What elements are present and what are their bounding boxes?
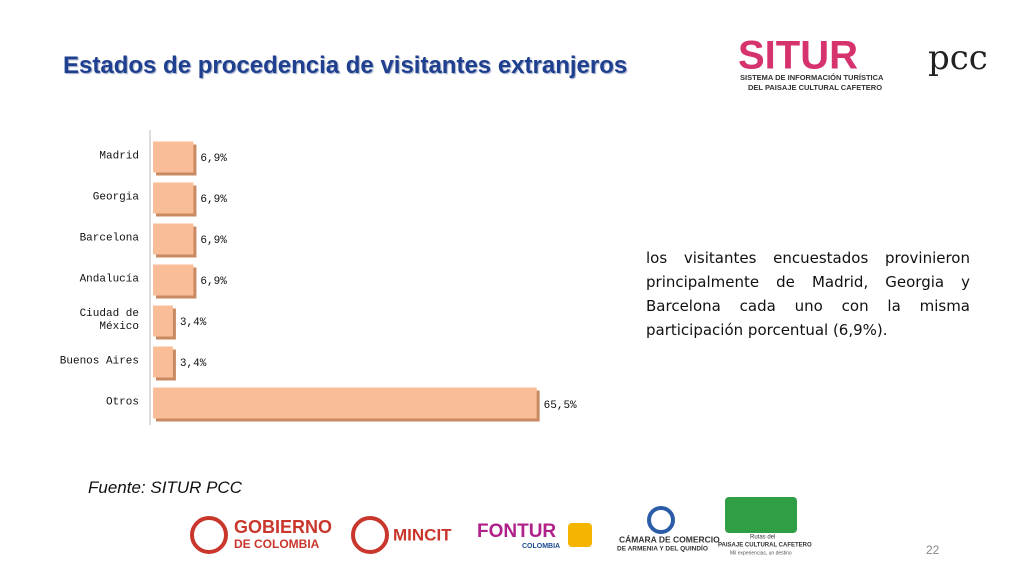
logo-text: DEL PAISAJE CULTURAL CAFETERO [748,83,882,92]
logo-text: SISTEMA DE INFORMACIÓN TURÍSTICA [740,73,884,82]
logo-text: Mil experiencias, un destino [730,550,792,556]
page-number: 22 [926,543,940,557]
bar [153,182,194,214]
bar [153,387,537,419]
logo-text: DE COLOMBIA [234,537,320,551]
data-label: 6,9% [200,153,227,165]
category-label: Ciudad de México [79,308,139,333]
source-note: Fuente: SITUR PCC [88,478,242,497]
data-label: 3,4% [180,358,207,370]
bar [153,305,173,337]
logo-emblem [190,516,228,554]
bar [153,346,173,378]
logo-text: SITUR [738,34,858,78]
logo-text: Rutas del [750,535,775,541]
category-label: Otros [105,396,139,409]
logo-text: pcc [928,38,988,78]
logo-emblem [568,523,592,547]
logo-text: FONTUR [477,521,556,542]
data-label: 6,9% [200,276,227,288]
logo-emblem [647,506,675,534]
logo-text: DE ARMENIA Y DEL QUINDÍO [617,544,708,553]
bar [153,141,194,173]
body-text: los visitantes encuestados provinieron p… [646,249,970,339]
logo-text: MINCIT [393,525,452,544]
data-label: 65,5% [544,400,577,412]
logo-text: PAISAJE CULTURAL CAFETERO [718,543,812,549]
logo-text: CÁMARA DE COMERCIO [619,534,720,544]
data-label: 3,4% [180,317,207,329]
data-label: 6,9% [200,194,227,206]
logo-emblem [351,516,389,554]
logo-emblem [725,497,797,533]
logos: SITUR pcc SISTEMA DE INFORMACIÓN TURÍSTI… [190,34,988,556]
bar [153,264,194,296]
logo-text: GOBIERNO [234,517,332,537]
bar [153,223,194,255]
category-label: Barcelona [79,232,139,245]
category-label: Andalucía [79,273,139,286]
slide-title: Estados de procedencia de visitantes ext… [63,52,628,79]
category-label: Madrid [99,150,139,163]
category-label: Georgia [92,191,139,204]
data-label: 6,9% [200,235,227,247]
logo-text: COLOMBIA [522,543,560,550]
category-label: Buenos Aires [59,355,139,368]
